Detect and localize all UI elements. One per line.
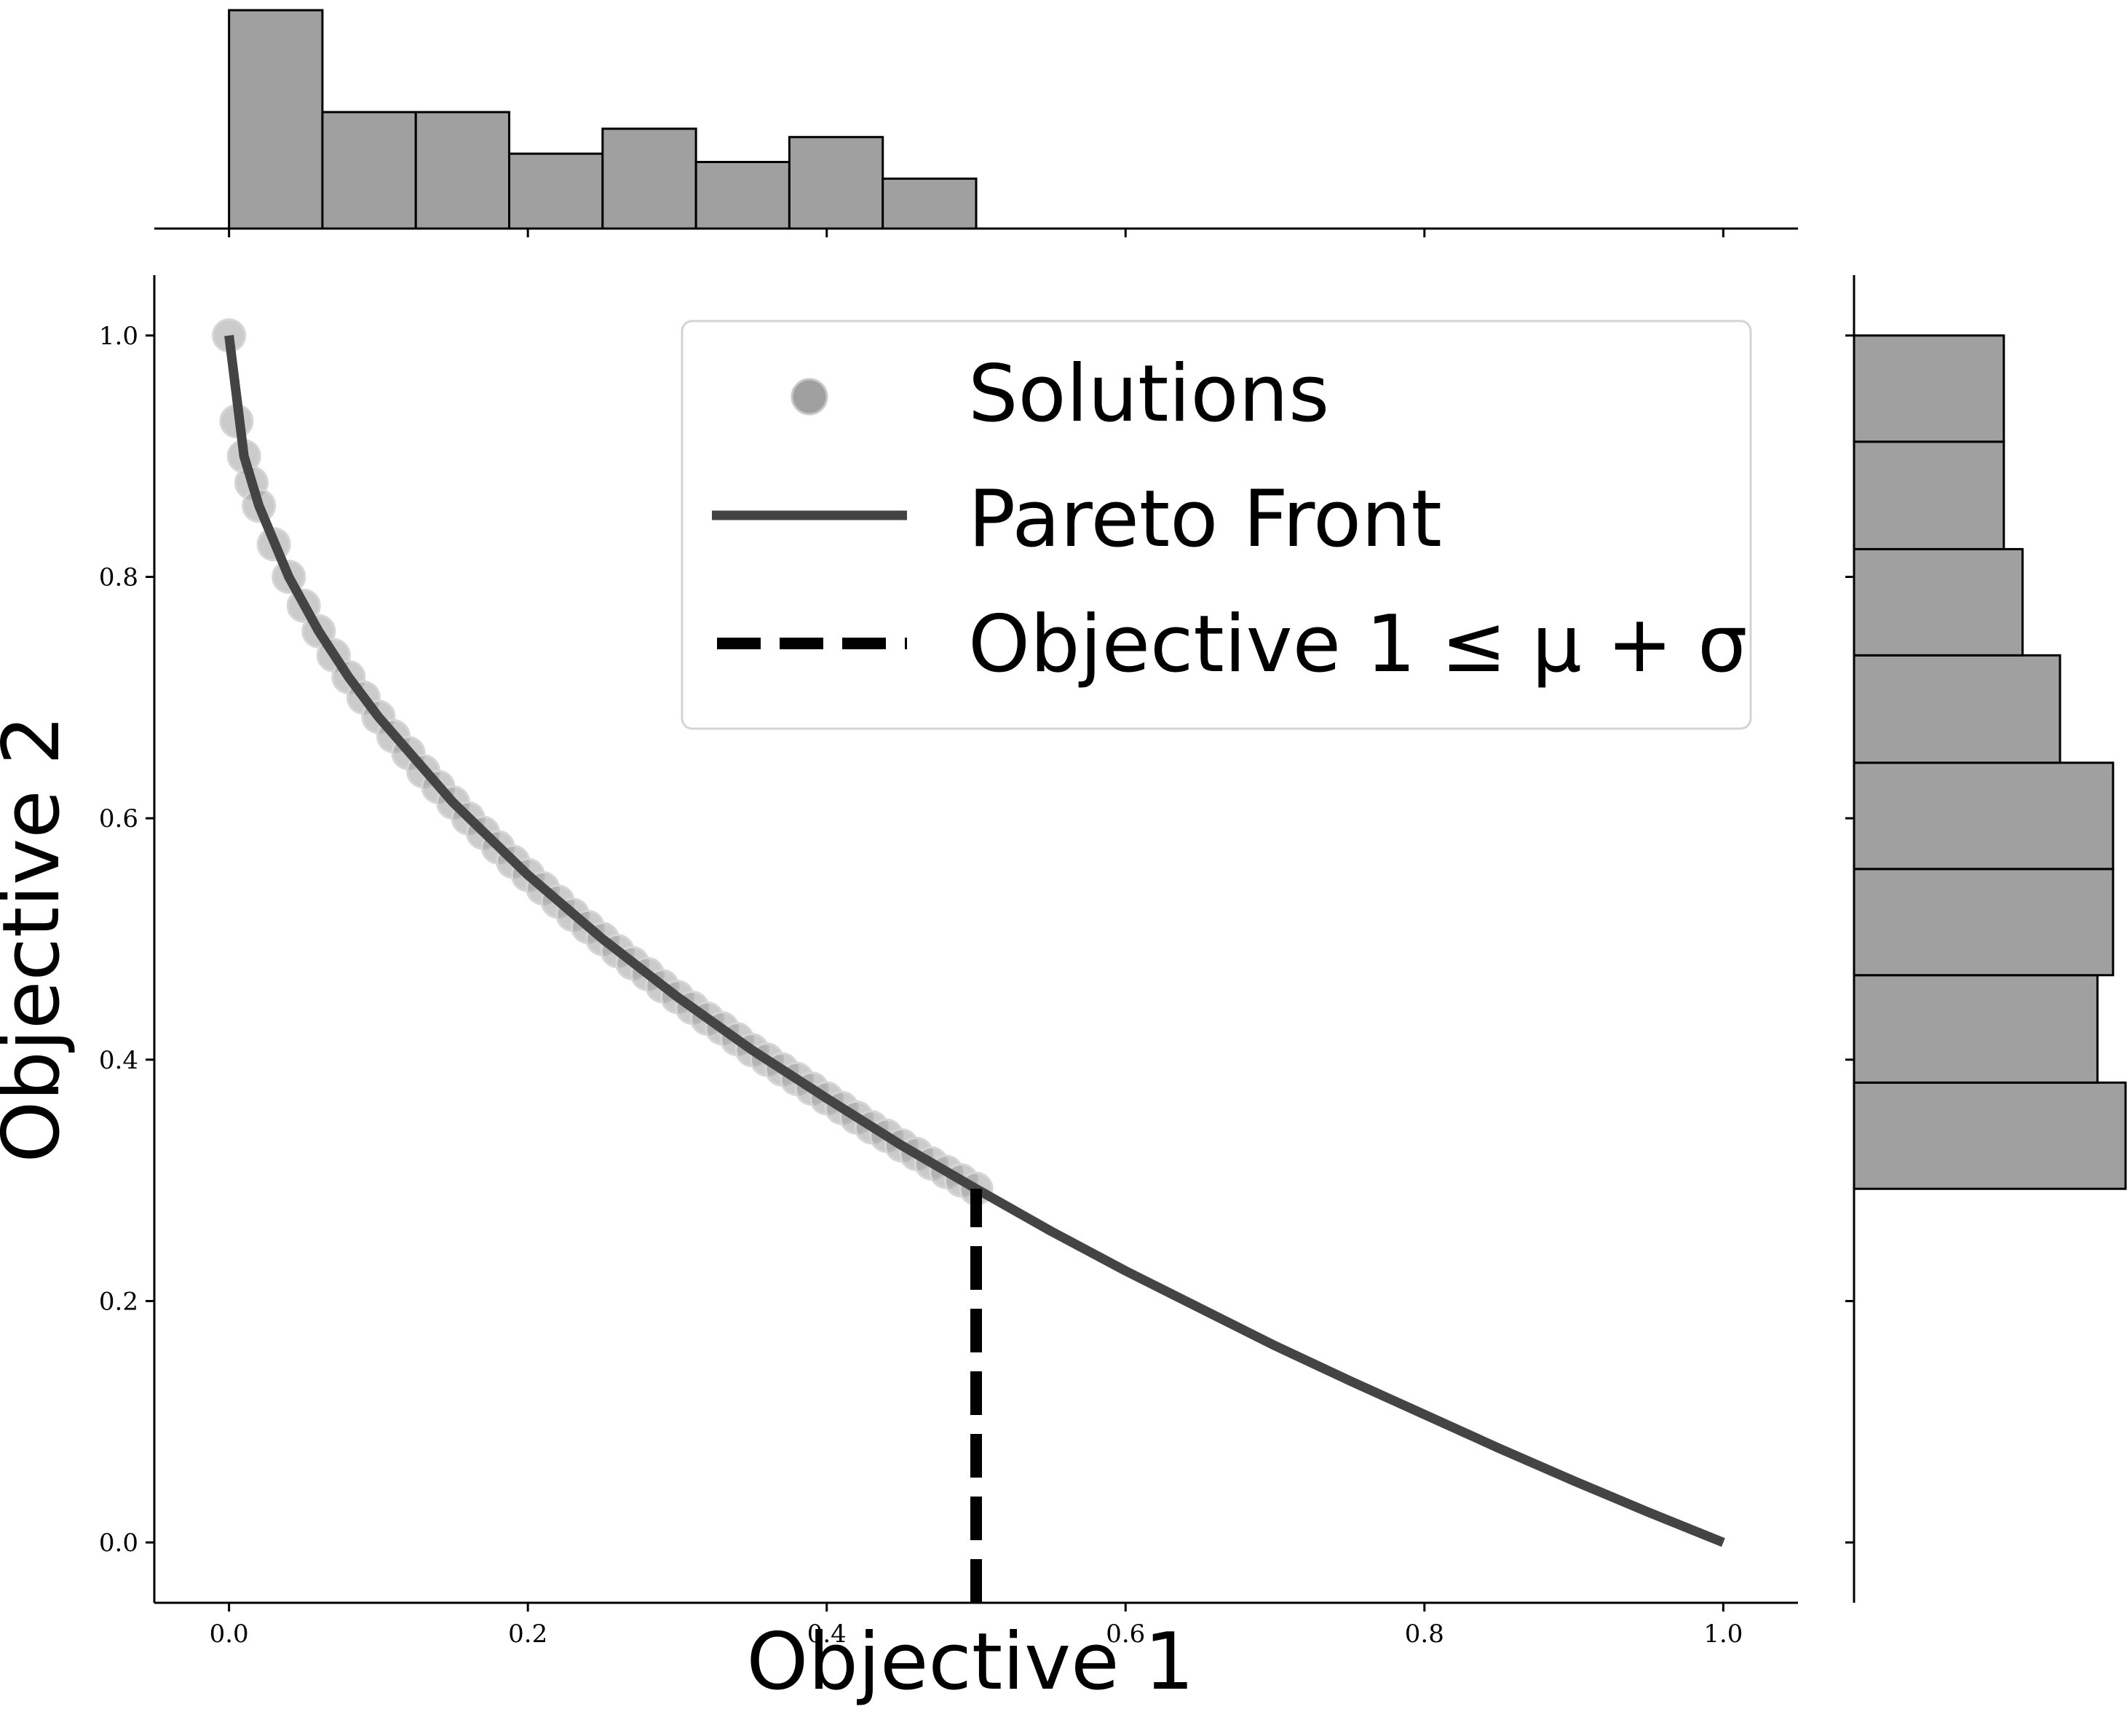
top-histogram-bar [228, 9, 324, 230]
x-tick-label: 0.2 [508, 1620, 547, 1649]
legend-solutions-label: Solutions [968, 349, 1329, 440]
right-histogram-bar [1853, 761, 2115, 871]
top-histogram-bar [788, 135, 884, 230]
top-histogram-bar [601, 127, 697, 230]
x-tick-label: 0.6 [1106, 1620, 1145, 1649]
y-axis-ticks: 0.0 0.2 0.4 0.6 0.8 1.0 [99, 322, 154, 1558]
legend-threshold-label: Objective 1 ≤ μ + σ [968, 599, 1748, 690]
y-tick-label: 0.2 [99, 1287, 138, 1316]
right-histogram-ticks [1845, 334, 1854, 1544]
top-histogram-bar [882, 177, 978, 230]
right-marginal-histogram [1853, 334, 2127, 1190]
x-axis-ticks: 0.0 0.2 0.4 0.6 0.8 1.0 [210, 1603, 1743, 1649]
x-tick-label: 0.0 [210, 1620, 249, 1649]
legend-frame [681, 320, 1752, 730]
x-tick-label: 0.4 [807, 1620, 847, 1649]
y-tick-label: 0.8 [99, 563, 138, 592]
legend-pareto-label: Pareto Front [968, 474, 1442, 565]
y-tick-label: 1.0 [99, 322, 138, 351]
y-tick-label: 0.4 [99, 1046, 138, 1075]
x-tick-label: 0.8 [1405, 1620, 1444, 1649]
main-plot: 0.0 0.2 0.4 0.6 0.8 1.0 0.0 0.2 0.4 0.6 0.8 1.0 [99, 275, 1798, 1649]
y-tick-label: 0.0 [99, 1529, 138, 1558]
y-axis-label: Objective 2 [0, 715, 77, 1162]
right-histogram-bar [1853, 654, 2061, 764]
top-marginal-histogram [228, 9, 978, 230]
right-histogram-bar [1853, 547, 2024, 657]
right-histogram-bar [1853, 1081, 2127, 1190]
y-tick-label: 0.6 [99, 804, 138, 833]
legend: Solutions Pareto Front Objective 1 ≤ μ +… [681, 320, 1752, 730]
pareto-front-line [224, 335, 1725, 1547]
top-histogram-bar [508, 152, 604, 230]
top-histogram-bar [321, 111, 417, 230]
top-histogram-bar [694, 161, 791, 230]
x-tick-label: 1.0 [1703, 1620, 1743, 1649]
top-histogram-bar [414, 111, 511, 230]
right-histogram-bar [1853, 440, 2005, 550]
right-histogram-bar [1853, 334, 2005, 443]
legend-solutions-marker [791, 378, 828, 416]
right-histogram-bar [1853, 974, 2099, 1084]
top-histogram-ticks [228, 229, 1724, 237]
right-histogram-bar [1853, 868, 2115, 977]
x-axis-label: Objective 1 [746, 1617, 1194, 1708]
